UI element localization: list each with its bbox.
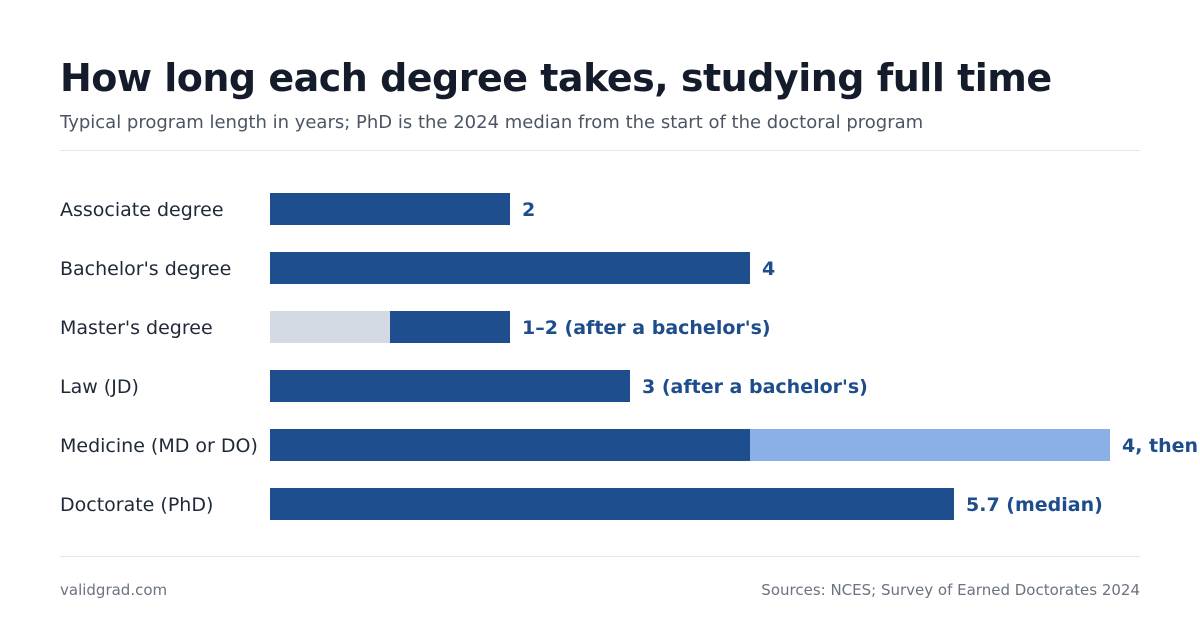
category-label: Master's degree [60, 317, 213, 339]
bar-segment [270, 429, 750, 461]
value-label: 4 [762, 258, 775, 280]
bar-segment [750, 429, 1110, 461]
bar-segment [390, 311, 510, 343]
value-label: 3 (after a bachelor's) [642, 376, 868, 398]
sources-note: Sources: NCES; Survey of Earned Doctorat… [761, 581, 1140, 599]
bar-segment [270, 252, 750, 284]
bar-segment [270, 311, 390, 343]
value-label: 5.7 (median) [966, 494, 1103, 516]
category-label: Associate degree [60, 199, 224, 221]
chart-subtitle: Typical program length in years; PhD is … [60, 112, 924, 133]
bar-segment [270, 370, 630, 402]
chart-title: How long each degree takes, studying ful… [60, 56, 1052, 100]
top-divider [60, 150, 1140, 151]
category-label: Doctorate (PhD) [60, 494, 213, 516]
value-label: 1–2 (after a bachelor's) [522, 317, 771, 339]
bar-segment [270, 488, 954, 520]
bar-segment [270, 193, 510, 225]
value-label: 4, then 3–7 years of residency [1122, 435, 1200, 457]
category-label: Bachelor's degree [60, 258, 231, 280]
category-label: Law (JD) [60, 376, 139, 398]
site-credit[interactable]: validgrad.com [60, 581, 168, 599]
category-label: Medicine (MD or DO) [60, 435, 258, 457]
bottom-divider [60, 556, 1140, 557]
value-label: 2 [522, 199, 535, 221]
